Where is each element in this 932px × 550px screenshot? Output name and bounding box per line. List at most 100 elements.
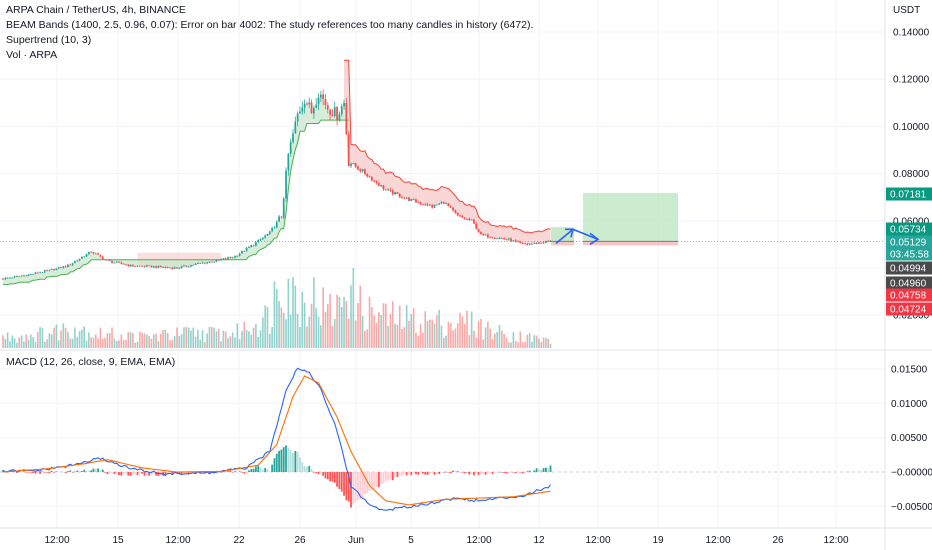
price-tick-label: 0.14000 xyxy=(893,28,930,39)
volume-bar xyxy=(16,342,18,348)
candle-body xyxy=(347,134,350,166)
volume-bar xyxy=(287,278,290,348)
volume-bar xyxy=(426,320,429,348)
macd-histogram-bar xyxy=(129,472,132,476)
supertrend-legend[interactable]: Supertrend (10, 3) xyxy=(6,34,92,46)
volume-bar xyxy=(46,339,48,348)
volume-bar xyxy=(473,330,475,348)
long-position-tool[interactable] xyxy=(551,192,678,246)
macd-histogram-bar xyxy=(470,472,473,475)
volume-legend[interactable]: Vol · ARPA xyxy=(6,49,58,61)
macd-histogram-bar xyxy=(285,445,287,472)
candle-body xyxy=(152,266,155,268)
volume-bar xyxy=(273,281,276,348)
price-candles[interactable] xyxy=(0,89,885,281)
macd-histogram-bar xyxy=(540,469,543,472)
volume-bar xyxy=(194,336,197,348)
price-badge xyxy=(886,187,932,201)
symbol-title[interactable]: ARPA Chain / TetherUS, 4h, BINANCE xyxy=(6,4,186,16)
candle-body xyxy=(408,197,410,201)
candle-body xyxy=(141,265,144,267)
candle-body xyxy=(261,237,264,240)
macd-histogram-bar xyxy=(370,472,373,490)
macd-histogram-bar xyxy=(422,472,424,474)
macd-histogram-bar xyxy=(118,472,120,476)
volume-bar xyxy=(208,326,211,348)
candle-body xyxy=(90,251,93,253)
volume-bar xyxy=(211,327,213,348)
volume-bar xyxy=(71,338,74,348)
candle-body xyxy=(417,202,420,204)
volume-bar xyxy=(106,333,109,348)
candle-body xyxy=(442,202,445,204)
macd-tick-label: −0.00000 xyxy=(891,468,932,479)
volume-bar xyxy=(150,338,153,348)
volume-bar xyxy=(266,306,269,348)
candle-body xyxy=(289,142,292,154)
candle-body xyxy=(39,272,42,274)
candle-body xyxy=(375,180,378,184)
macd-histogram-bar xyxy=(533,470,536,472)
candle-body xyxy=(231,257,234,259)
macd-histogram-bar xyxy=(401,472,403,476)
candle-body xyxy=(178,268,181,269)
candle-body xyxy=(517,241,519,243)
volume-bar xyxy=(391,301,394,348)
macd-histogram-bar xyxy=(445,471,448,473)
time-tick-label: 12:00 xyxy=(823,535,848,546)
target-zone xyxy=(583,192,678,242)
candle-body xyxy=(210,261,213,263)
price-badge-text: 0.07181 xyxy=(890,190,927,201)
volume-bar xyxy=(120,334,123,348)
macd-histogram-bar xyxy=(145,472,148,476)
volume-bar xyxy=(449,322,452,348)
macd-histogram-bar xyxy=(350,472,352,508)
candle-body xyxy=(99,254,102,257)
candle-body xyxy=(387,189,390,191)
volume-bar xyxy=(468,335,471,348)
volume-bar xyxy=(180,333,183,348)
candle-body xyxy=(234,255,236,258)
macd-legend[interactable]: MACD (12, 26, close, 9, EMA, EMA) xyxy=(6,356,176,368)
candle-body xyxy=(208,261,211,263)
volume-bar xyxy=(178,335,181,348)
macd-histogram-bar xyxy=(282,447,285,472)
macd-histogram-bar xyxy=(498,471,501,473)
macd-histogram-bar xyxy=(268,471,271,473)
macd-histogram-bar xyxy=(447,472,450,473)
volume-bar xyxy=(359,285,362,348)
volume-bar xyxy=(90,337,92,348)
volume-bar xyxy=(23,341,25,348)
macd-histogram-bar xyxy=(220,472,222,473)
macd-histogram-bar xyxy=(259,467,262,472)
volume-bar xyxy=(454,328,457,348)
macd-histogram-bar xyxy=(415,472,417,475)
candle-body xyxy=(34,272,37,274)
candle-body xyxy=(113,262,116,264)
volume-bar xyxy=(510,342,512,348)
volume-bar xyxy=(357,303,359,348)
candle-body xyxy=(507,238,510,240)
candle-body xyxy=(83,256,86,258)
candle-body xyxy=(76,260,79,262)
macd-histogram-bar xyxy=(39,472,42,474)
macd-histogram-bar xyxy=(417,472,420,475)
candle-body xyxy=(125,264,127,266)
macd-histogram-bar xyxy=(426,472,429,475)
volume-bar xyxy=(41,328,44,348)
candle-body xyxy=(136,265,139,267)
volume-bar xyxy=(18,337,21,348)
candle-body xyxy=(377,183,380,186)
candle-body xyxy=(227,257,229,259)
candle-body xyxy=(449,206,452,208)
macd-histogram-bar xyxy=(25,472,28,473)
volume-bar xyxy=(197,329,199,348)
macd-histogram-bar xyxy=(340,472,343,492)
volume-bar xyxy=(62,323,65,348)
beam-bands-legend[interactable]: BEAM Bands (1400, 2.5, 0.96, 0.07): Erro… xyxy=(6,19,534,31)
volume-bar xyxy=(236,323,239,348)
candle-body xyxy=(350,163,352,166)
volume-bar xyxy=(76,336,79,348)
candle-body xyxy=(29,273,32,275)
